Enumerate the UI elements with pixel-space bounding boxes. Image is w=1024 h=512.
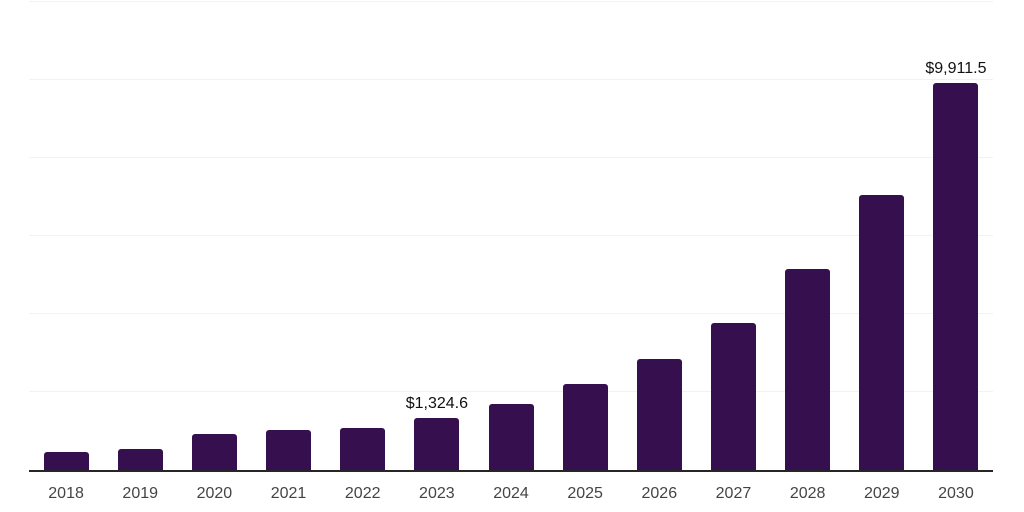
x-tick-label-2022: 2022 — [344, 485, 381, 502]
x-tick-label-2028: 2028 — [789, 485, 826, 502]
bar-2022 — [340, 428, 386, 470]
x-tick-label-2021: 2021 — [270, 485, 307, 502]
bar-2027 — [710, 322, 756, 470]
gridline-6000 — [29, 235, 993, 236]
bar-2026 — [636, 359, 682, 470]
data-label-2030: $9,911.5 — [925, 60, 987, 78]
bar-2028 — [785, 269, 831, 470]
gridline-2000 — [29, 391, 993, 393]
bar-2018 — [43, 451, 89, 470]
bar-2019 — [117, 448, 163, 470]
x-tick-label-2023: 2023 — [419, 485, 455, 502]
bar-2030 — [933, 83, 979, 470]
gridline-12000 — [29, 1, 993, 2]
x-tick-label-2018: 2018 — [48, 485, 84, 502]
plot-area: $1,324.6 $9,911.5 — [29, 1, 993, 472]
bar-2024 — [488, 403, 534, 470]
gridline-10000 — [29, 79, 993, 80]
bar-2021 — [266, 430, 312, 470]
x-tick-label-2029: 2029 — [863, 485, 900, 502]
x-tick-label-2030: 2030 — [938, 485, 974, 502]
bar-2029 — [859, 195, 905, 470]
x-tick-label-2027: 2027 — [715, 485, 752, 502]
gridline-4000 — [29, 313, 993, 315]
x-tick-label-2025: 2025 — [567, 485, 603, 502]
gridline-8000 — [29, 157, 993, 159]
x-tick-label-2026: 2026 — [641, 485, 678, 502]
bar-2025 — [562, 383, 608, 470]
x-tick-label-2020: 2020 — [196, 485, 233, 502]
x-tick-label-2019: 2019 — [122, 485, 159, 502]
bar-2023 — [414, 418, 460, 470]
x-axis-labels: 2018 2019 2020 2021 2022 2023 2024 2025 2026 2027… — [29, 484, 993, 506]
x-tick-label-2024: 2024 — [493, 485, 529, 502]
bar-2020 — [191, 433, 237, 470]
data-label-2023: $1,324.6 — [405, 395, 468, 413]
